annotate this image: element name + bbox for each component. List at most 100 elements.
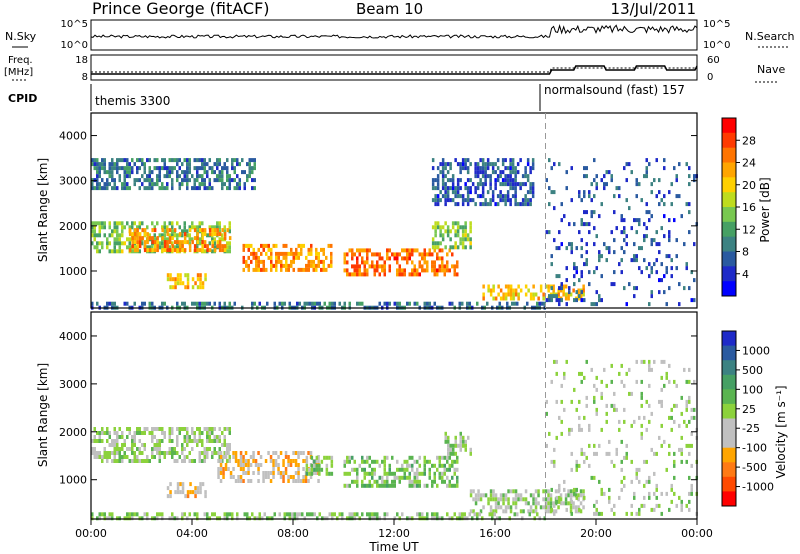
heatmap-cell <box>153 248 157 253</box>
heatmap-cell <box>555 246 558 251</box>
heatmap-cell <box>376 479 379 484</box>
heatmap-cell <box>223 225 226 230</box>
heatmap-cell <box>509 509 513 514</box>
heatmap-cell <box>620 459 623 464</box>
heatmap-cell <box>693 298 696 303</box>
heatmap-cell <box>658 190 661 195</box>
heatmap-cell <box>555 274 558 279</box>
heatmap-cell <box>181 451 184 455</box>
heatmap-cell <box>228 225 231 230</box>
heatmap-cell <box>588 194 591 199</box>
heatmap-cell <box>222 471 225 475</box>
heatmap-cell <box>174 277 177 282</box>
heatmap-cell <box>670 407 673 412</box>
heatmap-cell <box>251 158 254 163</box>
heatmap-cell <box>403 471 406 476</box>
heatmap-cell <box>277 251 280 256</box>
heatmap-cell <box>453 467 456 472</box>
heatmap-cell <box>526 174 530 179</box>
heatmap-cell <box>438 471 441 476</box>
heatmap-cell <box>489 198 492 203</box>
heatmap-cell <box>441 158 445 163</box>
heatmap-cell <box>598 254 601 259</box>
heatmap-cell <box>393 471 396 476</box>
heatmap-cell <box>361 248 364 253</box>
heatmap-cell <box>348 248 351 253</box>
heatmap-cell <box>206 516 209 521</box>
heatmap-cell <box>234 479 238 483</box>
heatmap-cell <box>121 186 124 191</box>
heatmap-cell <box>330 463 334 468</box>
heatmap-cell <box>620 487 623 492</box>
heatmap-cell <box>544 501 548 506</box>
heatmap-cell <box>116 158 119 163</box>
heatmap-cell <box>301 512 304 517</box>
heatmap-cell <box>346 483 349 488</box>
heatmap-cell <box>558 415 561 420</box>
heatmap-cell <box>645 399 648 404</box>
heatmap-cell <box>648 475 651 480</box>
heatmap-cell <box>203 512 206 517</box>
heatmap-cell <box>169 494 172 499</box>
heatmap-cell <box>519 182 522 187</box>
heatmap-cell <box>494 202 497 207</box>
heatmap-cell <box>583 375 586 380</box>
heatmap-cell <box>373 268 376 273</box>
heatmap-cell <box>650 290 653 295</box>
heatmap-cell <box>198 301 201 306</box>
heatmap-cell <box>305 267 308 272</box>
heatmap-cell <box>193 244 197 249</box>
heatmap-cell <box>593 443 596 448</box>
heatmap-cell <box>620 214 623 219</box>
heatmap-cell <box>630 423 633 428</box>
heatmap-cell <box>228 431 231 435</box>
heatmap-cell <box>191 186 194 191</box>
heatmap-cell <box>310 471 314 476</box>
heatmap-cell <box>403 475 406 480</box>
heatmap-cell <box>353 264 356 269</box>
heatmap-cell <box>552 284 555 289</box>
heatmap-cell <box>448 516 451 521</box>
heatmap-cell <box>529 505 533 510</box>
heatmap-cell <box>111 229 114 234</box>
heatmap-cell <box>547 489 550 494</box>
heatmap-cell <box>146 178 149 183</box>
heatmap-cell <box>272 471 275 475</box>
heatmap-cell <box>595 411 598 416</box>
heatmap-cell <box>528 512 531 517</box>
heatmap-cell <box>663 383 666 388</box>
heatmap-cell <box>113 166 116 171</box>
heatmap-cell <box>226 512 229 517</box>
heatmap-cell <box>582 288 585 293</box>
heatmap-cell <box>638 415 641 420</box>
heatmap-cell <box>246 178 249 183</box>
heatmap-cell <box>580 371 583 376</box>
heatmap-cell <box>93 158 96 163</box>
heatmap-cell <box>103 516 106 521</box>
heatmap-cell <box>481 186 485 191</box>
heatmap-cell <box>453 264 456 269</box>
heatmap-cell <box>283 301 286 306</box>
heatmap-cell <box>317 251 320 256</box>
heatmap-cell <box>330 459 334 464</box>
heatmap-cell <box>331 512 334 517</box>
heatmap-cell <box>492 489 495 494</box>
heatmap-cell <box>623 475 626 480</box>
heatmap-cell <box>595 186 598 191</box>
heatmap-cell <box>461 237 465 242</box>
heatmap-cell <box>583 190 586 195</box>
heatmap-cell <box>593 395 596 400</box>
heatmap-cell <box>452 447 455 452</box>
heatmap-cell <box>658 202 661 207</box>
heatmap-cell <box>542 497 545 502</box>
heatmap-cell <box>148 182 151 187</box>
heatmap-cell <box>511 186 515 191</box>
heatmap-cell <box>108 455 111 459</box>
heatmap-cell <box>251 186 254 191</box>
heatmap-cell <box>492 284 495 289</box>
heatmap-cell <box>253 178 256 183</box>
heatmap-cell <box>573 298 576 303</box>
heatmap-cell <box>428 301 431 306</box>
heatmap-cell <box>280 263 283 268</box>
heatmap-cell <box>242 479 245 483</box>
